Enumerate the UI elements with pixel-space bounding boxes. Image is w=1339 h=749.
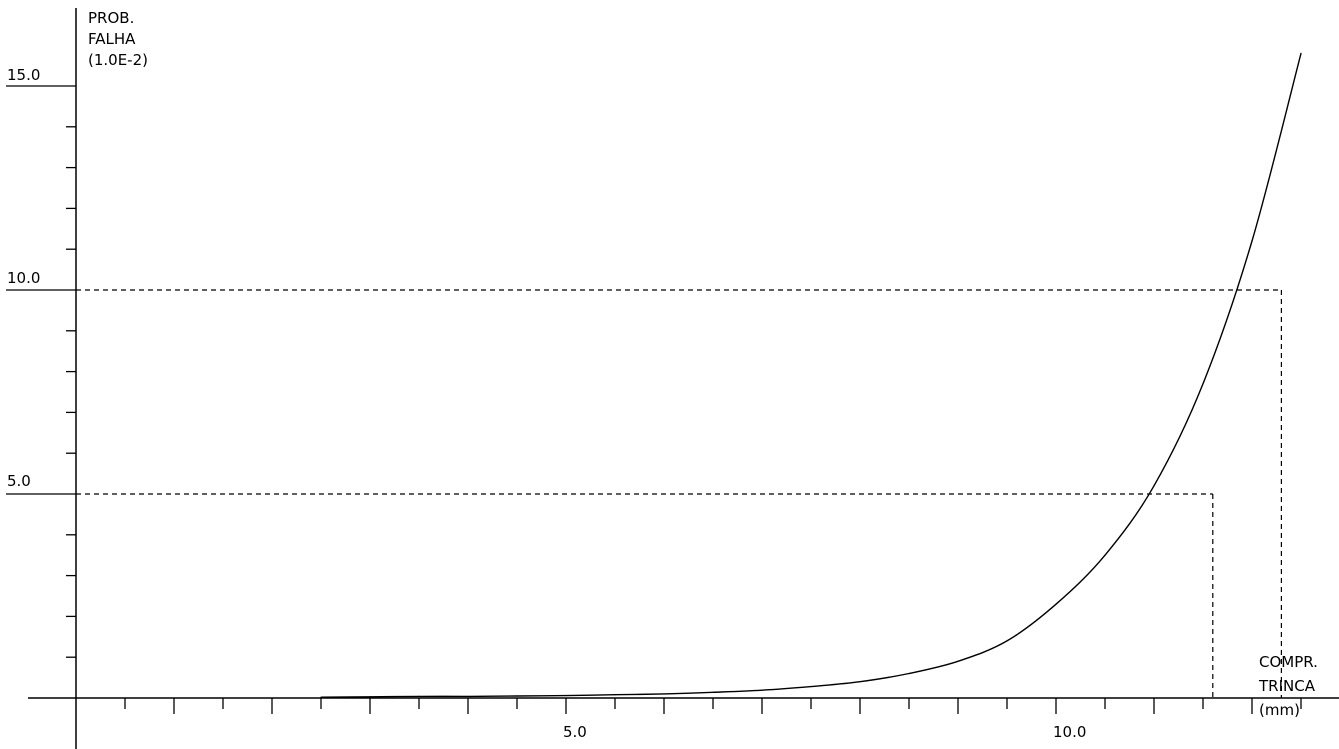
reference-lines bbox=[76, 289, 1283, 698]
series-line bbox=[320, 53, 1302, 698]
x-axis-title-line-3: (mm) bbox=[1259, 701, 1300, 719]
data-point bbox=[1104, 554, 1106, 556]
axes bbox=[28, 8, 1339, 749]
y-tick-label-15: 15.0 bbox=[7, 66, 41, 84]
y-axis-title-line-1: PROB. bbox=[88, 9, 135, 27]
data-point bbox=[761, 689, 763, 691]
data-point bbox=[810, 685, 812, 688]
y-tick-label-5: 5.0 bbox=[7, 472, 31, 490]
data-point bbox=[467, 695, 469, 697]
data-point bbox=[320, 696, 322, 698]
data-point bbox=[1300, 52, 1302, 54]
ticks bbox=[6, 85, 1302, 714]
data-point bbox=[712, 691, 714, 693]
curve-layer bbox=[320, 52, 1302, 698]
x-axis-title-line-2: TRINCA bbox=[1259, 677, 1315, 695]
data-point bbox=[565, 694, 567, 697]
data-point bbox=[663, 693, 665, 695]
data-point bbox=[1055, 603, 1057, 605]
y-axis-title-line-3: (1.0E-2) bbox=[88, 51, 148, 69]
data-point bbox=[1202, 383, 1204, 385]
data-point bbox=[908, 672, 910, 675]
data-point bbox=[614, 694, 616, 696]
data-point bbox=[957, 660, 959, 662]
data-point bbox=[418, 695, 420, 697]
y-axis-title-line-2: FALHA bbox=[88, 30, 136, 48]
data-point bbox=[1251, 240, 1253, 242]
data-point bbox=[516, 695, 518, 697]
y-tick-label-10: 10.0 bbox=[7, 269, 41, 287]
x-axis-title-line-1: COMPR. bbox=[1259, 653, 1318, 671]
data-point bbox=[1153, 485, 1155, 487]
data-point bbox=[859, 681, 861, 683]
x-tick-label-5: 5.0 bbox=[563, 723, 587, 741]
data-point bbox=[369, 696, 371, 698]
data-point bbox=[1006, 640, 1008, 642]
x-tick-label-10: 10.0 bbox=[1053, 723, 1087, 741]
